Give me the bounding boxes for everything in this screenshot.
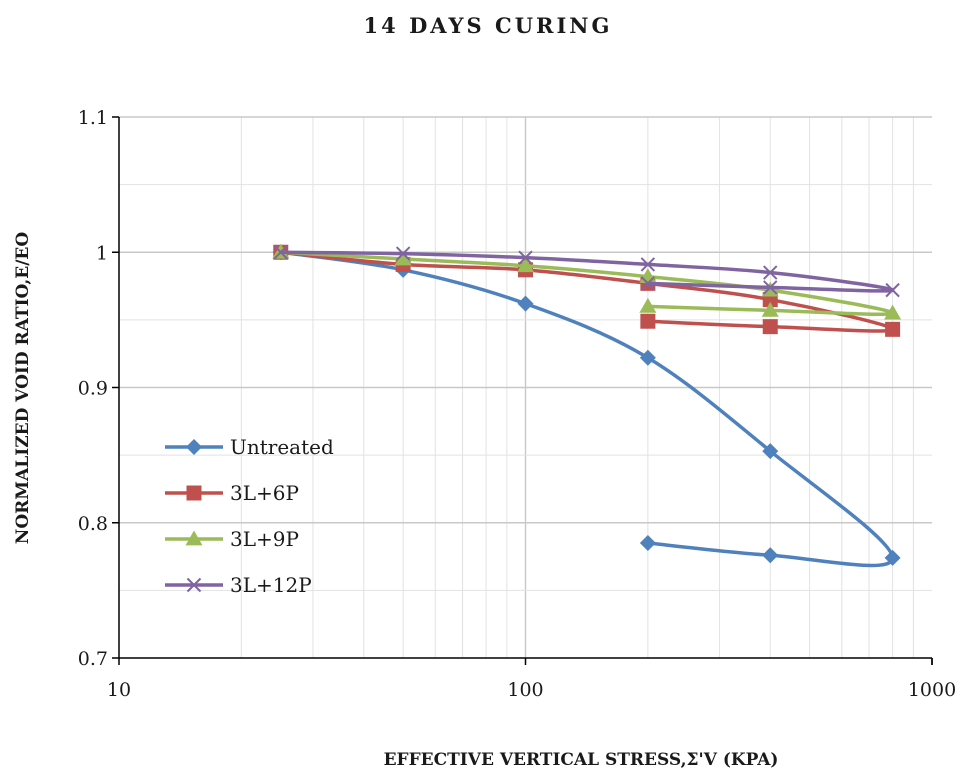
- legend-item: 3L+6P: [165, 481, 299, 505]
- y-tick-label: 0.7: [78, 648, 108, 670]
- legend-marker-stroke: [186, 577, 202, 593]
- data-point: [639, 297, 657, 313]
- data-point-stroke: [640, 276, 656, 291]
- legend-marker: [186, 485, 202, 501]
- data-point: [884, 304, 902, 320]
- legend: Untreated 3L+6P 3L+9P 3L+12P: [165, 435, 334, 597]
- legend-item: 3L+9P: [165, 527, 299, 551]
- data-point: [394, 250, 412, 266]
- data-point: [762, 547, 779, 564]
- data-point: [762, 443, 779, 460]
- data-point-stroke: [395, 246, 411, 261]
- data-point: [640, 276, 656, 291]
- data-point-stroke: [640, 257, 656, 272]
- data-point: [518, 250, 533, 265]
- legend-label: 3L+6P: [230, 481, 299, 505]
- data-point-stroke: [763, 280, 778, 295]
- legend-label: Untreated: [230, 435, 334, 459]
- y-tick-label: 1: [96, 242, 108, 264]
- data-point: [273, 245, 288, 260]
- data-point-stroke: [885, 282, 900, 298]
- legend-marker: [186, 577, 202, 593]
- series-2: [272, 243, 902, 320]
- data-point: [640, 313, 656, 329]
- data-point: [639, 535, 656, 552]
- data-point-stroke: [763, 265, 778, 280]
- x-tick-label: 100: [507, 679, 543, 701]
- data-point: [395, 246, 411, 261]
- x-axis-title: EFFECTIVE VERTICAL STRESS,Σ'V (KPA): [384, 750, 779, 770]
- legend-item: 3L+12P: [165, 573, 312, 597]
- data-point: [885, 321, 901, 337]
- data-point: [639, 349, 656, 366]
- data-point: [885, 282, 900, 298]
- x-tick-label: 1000: [908, 679, 956, 701]
- chart-title: 14 DAYS CURING: [364, 13, 613, 38]
- data-point: [517, 257, 534, 273]
- legend-marker: [186, 439, 202, 455]
- legend-label: 3L+12P: [230, 573, 312, 597]
- legend-label: 3L+9P: [230, 527, 299, 551]
- data-point: [762, 319, 778, 335]
- legend-marker: [185, 530, 203, 546]
- legend-item: Untreated: [165, 435, 334, 459]
- grid: [119, 116, 932, 658]
- axes: 0.7 0.8 0.9 1 1.1 10 100 1000: [78, 107, 956, 701]
- data-point: [761, 301, 779, 317]
- data-point: [763, 265, 778, 280]
- data-point: [763, 280, 778, 295]
- series-0: [272, 244, 901, 568]
- series-line: [279, 250, 895, 568]
- data-point: [884, 549, 901, 566]
- y-tick-label: 0.8: [78, 513, 108, 535]
- y-tick-label: 1.1: [78, 107, 108, 129]
- data-point: [640, 257, 656, 272]
- y-tick-label: 0.9: [78, 378, 108, 400]
- series-line: [279, 250, 895, 293]
- data-point-stroke: [273, 245, 288, 260]
- series-line: [279, 250, 895, 333]
- series-layer: [272, 243, 902, 568]
- x-tick-label: 10: [107, 679, 131, 701]
- data-point-stroke: [518, 250, 533, 265]
- series-line: [279, 250, 895, 317]
- y-axis-title: NORMALIZED VOID RATIO,E/EO: [13, 232, 33, 545]
- data-point: [517, 295, 534, 312]
- series-3: [273, 245, 900, 298]
